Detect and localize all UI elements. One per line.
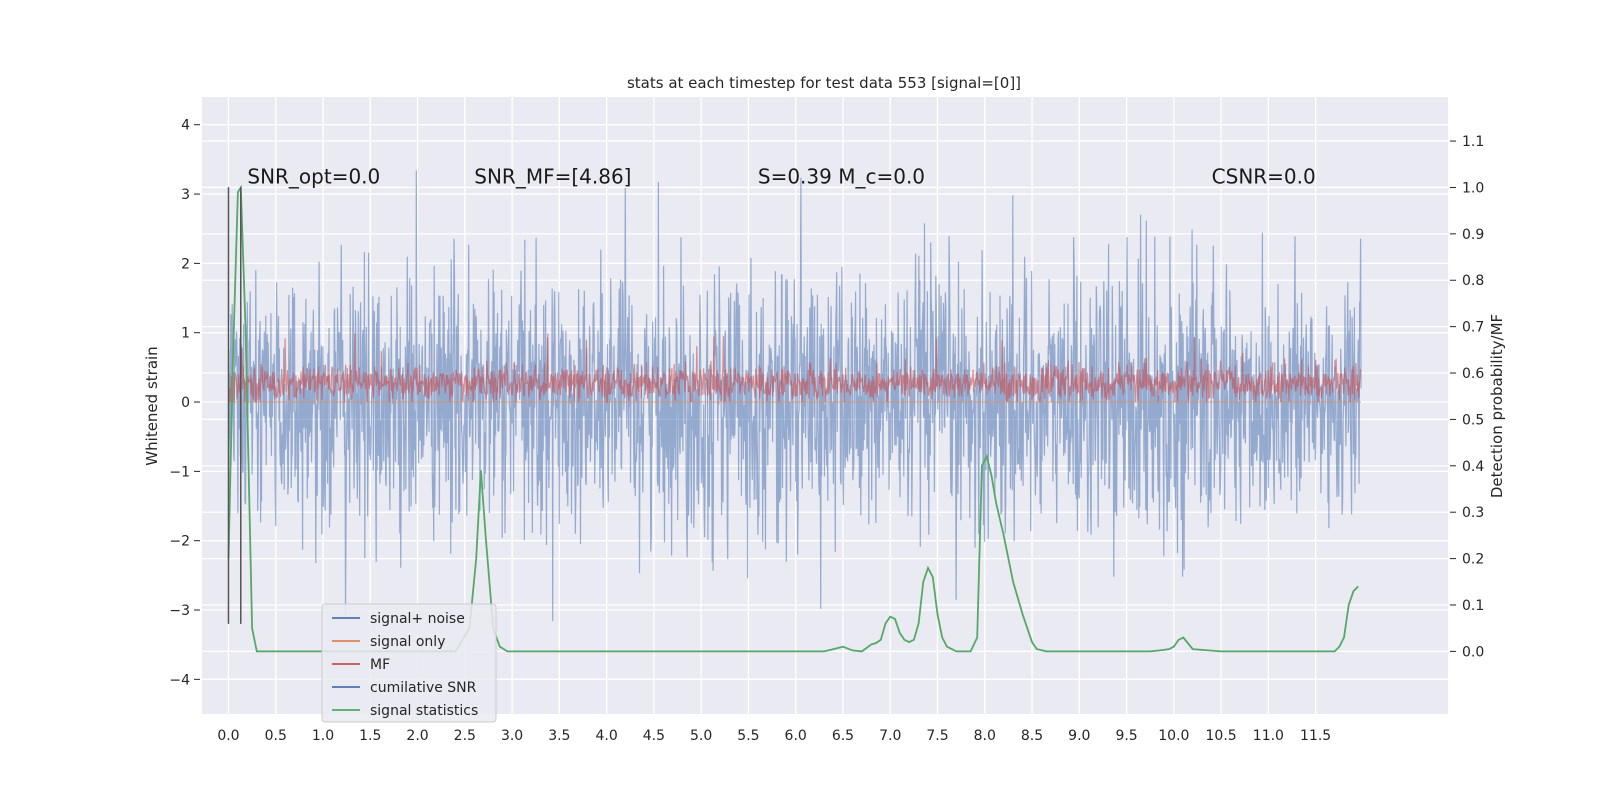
x-tick-label: 3.0: [501, 728, 523, 744]
x-tick-label: 10.5: [1206, 728, 1237, 744]
annotation-text: SNR_opt=0.0: [247, 165, 380, 189]
y2-tick-label: 0.6: [1462, 366, 1484, 382]
y2-tick-label: 0.8: [1462, 273, 1484, 289]
y-tick-label: 2: [181, 256, 190, 272]
axis-layer: 0.0 0.5 1.0 1.5 2.0 2.5 3.0 3.5 4.0 4.5 5.0 5.5 6.0 6…: [169, 118, 1484, 744]
series-layer: [227, 170, 1362, 653]
x-tick-label: 6.0: [785, 728, 807, 744]
y2-tick-label: 0.2: [1462, 552, 1484, 568]
annotation-layer: SNR_opt=0.0 SNR_MF=[4.86] S=0.39 M_c=0.0 CS…: [247, 165, 1315, 189]
y2-axis-label: Detection probability/MF: [1488, 314, 1506, 498]
annotation-text: SNR_MF=[4.86]: [474, 165, 631, 189]
y-tick-label: 4: [181, 118, 190, 134]
y-axis-label: Whitened strain: [143, 346, 161, 465]
series-signal-statistics-line: [227, 184, 1359, 653]
y2-tick-label: 1.0: [1462, 180, 1484, 196]
legend-box: [321, 603, 497, 723]
y2-tick-label: 0.1: [1462, 598, 1484, 614]
y2-tick-label: 0.5: [1462, 412, 1484, 428]
annotation-text: S=0.39 M_c=0.0: [758, 165, 925, 189]
x-tick-label: 2.0: [406, 728, 428, 744]
x-tick-label: 8.5: [1021, 728, 1043, 744]
x-tick-label: 2.5: [454, 728, 476, 744]
y-tick-label: −1: [169, 464, 190, 480]
x-tick-label: 4.0: [595, 728, 617, 744]
legend: signal+ noise signal only MF cumilative SNR…: [321, 603, 497, 723]
x-tick-label: 9.5: [1115, 728, 1137, 744]
y-tick-label: −3: [169, 603, 190, 619]
x-tick-label: 9.0: [1068, 728, 1090, 744]
y-tick-label: −2: [169, 534, 190, 550]
x-tick-label: 3.5: [548, 728, 570, 744]
x-tick-label: 7.0: [879, 728, 901, 744]
y2-tick-label: 0.3: [1462, 505, 1484, 521]
x-tick-label: 1.0: [312, 728, 334, 744]
x-tick-label: 11.0: [1253, 728, 1284, 744]
legend-entry: cumilative SNR: [370, 680, 477, 696]
y2-tick-label: 0.9: [1462, 227, 1484, 243]
y-tick-label: 1: [181, 326, 190, 342]
x-tick-label: 11.5: [1300, 728, 1331, 744]
x-tick-label: 10.0: [1158, 728, 1189, 744]
x-tick-label: 5.0: [690, 728, 712, 744]
x-tick-label: 0.0: [217, 728, 239, 744]
x-tick-label: 1.5: [359, 728, 381, 744]
annotation-text: CSNR=0.0: [1212, 165, 1316, 189]
y2-tick-label: 0.4: [1462, 459, 1484, 475]
series-mf-line: [228, 333, 1362, 403]
x-tick-label: 5.5: [737, 728, 759, 744]
x-tick-label: 6.5: [832, 728, 854, 744]
x-tick-label: 8.0: [974, 728, 996, 744]
y2-tick-label: 0.7: [1462, 320, 1484, 336]
x-tick-label: 4.5: [643, 728, 665, 744]
chart-title: stats at each timestep for test data 553…: [627, 74, 1021, 92]
y2-tick-label: 0.0: [1462, 644, 1484, 660]
y-tick-label: 0: [181, 395, 190, 411]
legend-entry: signal statistics: [370, 703, 478, 719]
legend-entry: signal only: [370, 634, 445, 650]
y2-tick-label: 1.1: [1462, 134, 1484, 150]
legend-entry: MF: [370, 657, 390, 673]
x-tick-label: 0.5: [265, 728, 287, 744]
x-tick-label: 7.5: [926, 728, 948, 744]
legend-entry: signal+ noise: [370, 611, 465, 627]
y-tick-label: −4: [169, 672, 190, 688]
y-tick-label: 3: [181, 187, 190, 203]
